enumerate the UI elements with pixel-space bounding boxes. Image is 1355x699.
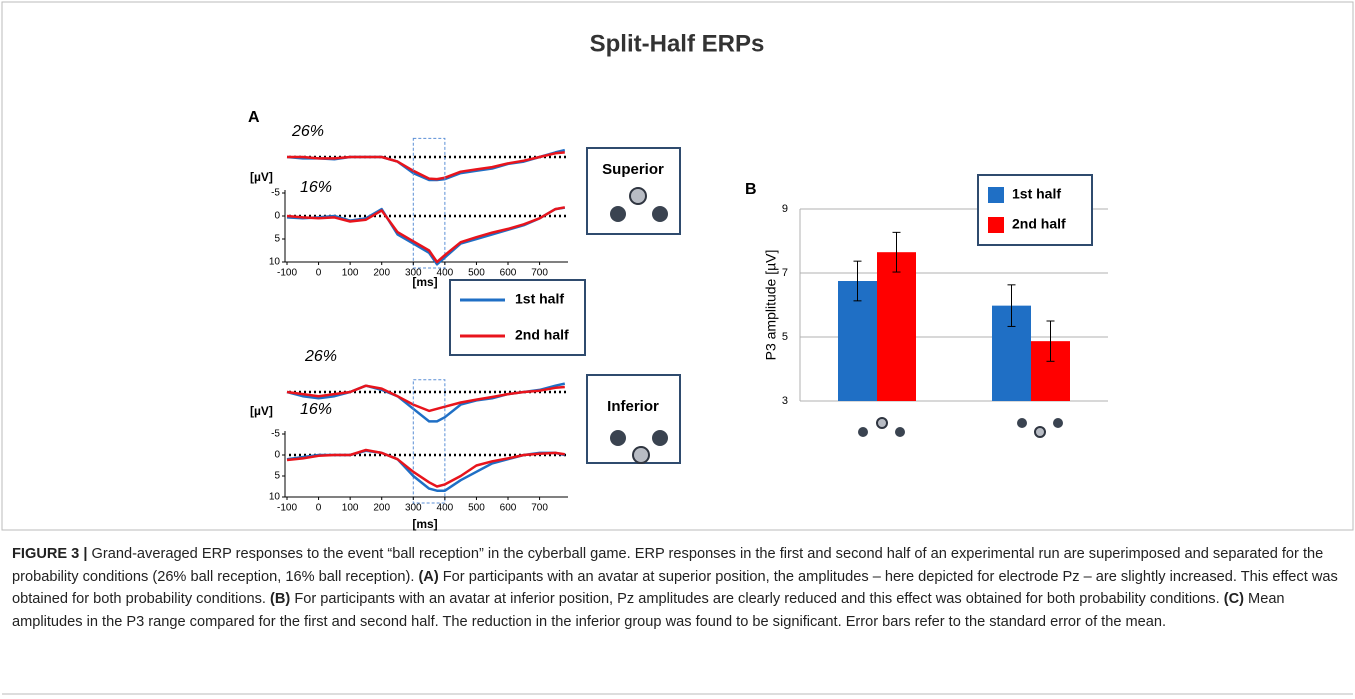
avatar bbox=[858, 427, 868, 437]
x-axis-label: [ms] bbox=[412, 517, 437, 531]
caption-text: Mean amplitudes in the P3 range compared… bbox=[12, 591, 1285, 630]
y-tick-label: 5 bbox=[274, 471, 280, 482]
x-tick-label: -100 bbox=[277, 503, 297, 514]
erp-trace bbox=[286, 148, 566, 182]
avatar bbox=[1053, 418, 1063, 428]
avatar bbox=[895, 427, 905, 437]
y-tick-label: 10 bbox=[269, 492, 281, 503]
x-tick-label: 600 bbox=[500, 503, 517, 514]
y-tick-label: 7 bbox=[782, 267, 788, 279]
condition-label: 16% bbox=[300, 179, 332, 196]
x-tick-label: 700 bbox=[531, 503, 548, 514]
legend-swatch bbox=[988, 217, 1004, 233]
x-tick-label: 400 bbox=[437, 503, 454, 514]
caption-text: For participants with an avatar at super… bbox=[12, 568, 1338, 608]
y-tick-label: 3 bbox=[782, 395, 788, 407]
x-tick-label: 600 bbox=[500, 268, 517, 279]
legend-label: 1st half bbox=[515, 291, 564, 307]
y-axis-label: [µV] bbox=[250, 404, 273, 418]
figure-label: FIGURE 3 | bbox=[12, 546, 88, 562]
caption-text: For participants with an avatar at infer… bbox=[294, 591, 1220, 608]
y-tick-label: 9 bbox=[782, 203, 788, 215]
avatar bbox=[652, 206, 668, 222]
condition-label: 16% bbox=[300, 401, 332, 418]
caption-item-label: (B) bbox=[270, 591, 291, 608]
x-tick-label: 0 bbox=[316, 268, 322, 279]
y-axis-label: P3 amplitude [µV] bbox=[763, 250, 779, 361]
y-axis-label: [µV] bbox=[250, 170, 273, 184]
legend-label: 1st half bbox=[1012, 186, 1061, 202]
y-tick-label: -5 bbox=[271, 429, 280, 440]
y-tick-label: -5 bbox=[271, 188, 280, 199]
error-bar bbox=[892, 231, 901, 273]
avatar bbox=[652, 430, 668, 446]
avatar bbox=[629, 187, 647, 205]
caption: FIGURE 3 | Grand-averaged ERP responses … bbox=[12, 543, 1344, 633]
panel-label: A bbox=[248, 109, 260, 126]
y-tick-label: 0 bbox=[274, 211, 280, 222]
x-tick-label: 100 bbox=[342, 268, 359, 279]
caption-item-label: (C) bbox=[1223, 591, 1244, 608]
x-tick-label: -100 bbox=[277, 268, 297, 279]
icon-box bbox=[586, 374, 681, 464]
icon-label: Superior bbox=[602, 161, 664, 178]
legend-box bbox=[449, 279, 586, 356]
condition-label: 26% bbox=[291, 123, 324, 140]
bar bbox=[877, 252, 916, 401]
x-tick-label: 500 bbox=[468, 503, 485, 514]
avatar bbox=[1017, 418, 1027, 428]
superior-icon: Superior bbox=[586, 147, 681, 235]
legend-label: 2nd half bbox=[515, 327, 569, 343]
error-bar bbox=[1046, 320, 1055, 362]
y-tick-label: 10 bbox=[269, 257, 281, 268]
x-tick-label: 200 bbox=[373, 503, 390, 514]
icon-label: Inferior bbox=[607, 398, 659, 415]
caption-text: Grand-averaged ERP responses to the even… bbox=[12, 546, 1324, 585]
erp-trace bbox=[286, 448, 565, 488]
error-bar bbox=[853, 260, 862, 302]
caption-item-label: (A) bbox=[418, 568, 439, 585]
erp-trace bbox=[287, 151, 565, 181]
time-window bbox=[412, 137, 446, 269]
erp-trace bbox=[286, 206, 566, 264]
x-tick-label: 300 bbox=[405, 268, 422, 279]
avatar bbox=[632, 446, 650, 464]
avatar bbox=[610, 430, 626, 446]
figure-border bbox=[1, 1, 1354, 531]
figure-title: Split-Half ERPs bbox=[590, 30, 765, 57]
x-tick-label: 500 bbox=[468, 268, 485, 279]
category-icons bbox=[858, 417, 1063, 438]
legend-swatch bbox=[988, 187, 1004, 203]
y-tick-label: 5 bbox=[782, 331, 788, 343]
x-tick-label: 100 bbox=[342, 503, 359, 514]
panel-label: B bbox=[745, 181, 757, 198]
x-tick-label: 400 bbox=[437, 268, 454, 279]
avatar bbox=[610, 206, 626, 222]
inferior-icon: Inferior bbox=[586, 374, 681, 464]
error-bar bbox=[1007, 284, 1016, 327]
x-tick-label: 200 bbox=[373, 268, 390, 279]
time-window bbox=[412, 379, 446, 504]
x-tick-label: 0 bbox=[316, 503, 322, 514]
legend-box bbox=[977, 174, 1093, 246]
legend-label: 2nd half bbox=[1012, 216, 1066, 232]
erp-trace bbox=[286, 384, 565, 413]
x-tick-label: 700 bbox=[531, 268, 548, 279]
y-tick-label: 0 bbox=[274, 450, 280, 461]
condition-label: 26% bbox=[304, 348, 337, 365]
x-axis-label: [ms] bbox=[412, 275, 437, 289]
avatar bbox=[1034, 426, 1046, 438]
x-tick-label: 300 bbox=[405, 503, 422, 514]
erp-trace bbox=[286, 449, 566, 492]
y-tick-label: 5 bbox=[274, 234, 280, 245]
avatar bbox=[876, 417, 888, 429]
